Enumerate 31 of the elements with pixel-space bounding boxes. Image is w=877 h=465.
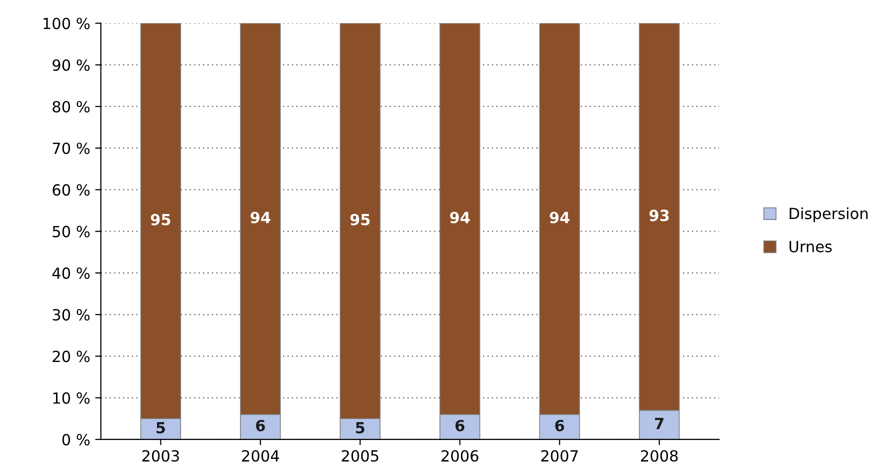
y-tick-label: 30 % — [52, 309, 90, 321]
x-tick-label: 2006 — [442, 450, 478, 462]
data-label: 5 — [356, 422, 364, 434]
data-label: 94 — [250, 212, 270, 224]
y-tick-label: 10 % — [53, 392, 90, 404]
legend-label: Dispersion — [790, 207, 868, 222]
data-label: 94 — [550, 212, 570, 224]
data-label: 95 — [350, 214, 370, 226]
y-tick-label: 100 % — [44, 18, 90, 30]
y-tick-label: 90 % — [52, 59, 90, 71]
legend-label: Urnes — [790, 240, 832, 252]
y-tick-label: 50 % — [52, 226, 90, 238]
x-tick-label: 2003 — [142, 450, 179, 462]
y-tick-label: 20 % — [52, 350, 90, 362]
data-label: 5 — [156, 422, 165, 434]
data-label: 6 — [455, 420, 464, 432]
x-tick-label: 2008 — [640, 450, 678, 462]
data-label: 7 — [655, 418, 664, 430]
data-label: 95 — [150, 214, 170, 226]
data-label: 6 — [256, 420, 265, 432]
y-tick-label: 40 % — [52, 267, 90, 279]
data-label: 6 — [555, 420, 564, 432]
y-tick-label: 0 % — [62, 434, 90, 446]
data-label: 93 — [649, 210, 669, 222]
y-tick-label: 60 % — [52, 184, 90, 196]
x-tick-label: 2005 — [342, 450, 378, 462]
x-tick-label: 2007 — [541, 450, 578, 462]
y-tick-label: 80 % — [52, 100, 90, 113]
y-tick-label: 70 % — [52, 142, 90, 154]
data-label: 94 — [450, 212, 470, 224]
x-tick-label: 2004 — [242, 450, 279, 462]
